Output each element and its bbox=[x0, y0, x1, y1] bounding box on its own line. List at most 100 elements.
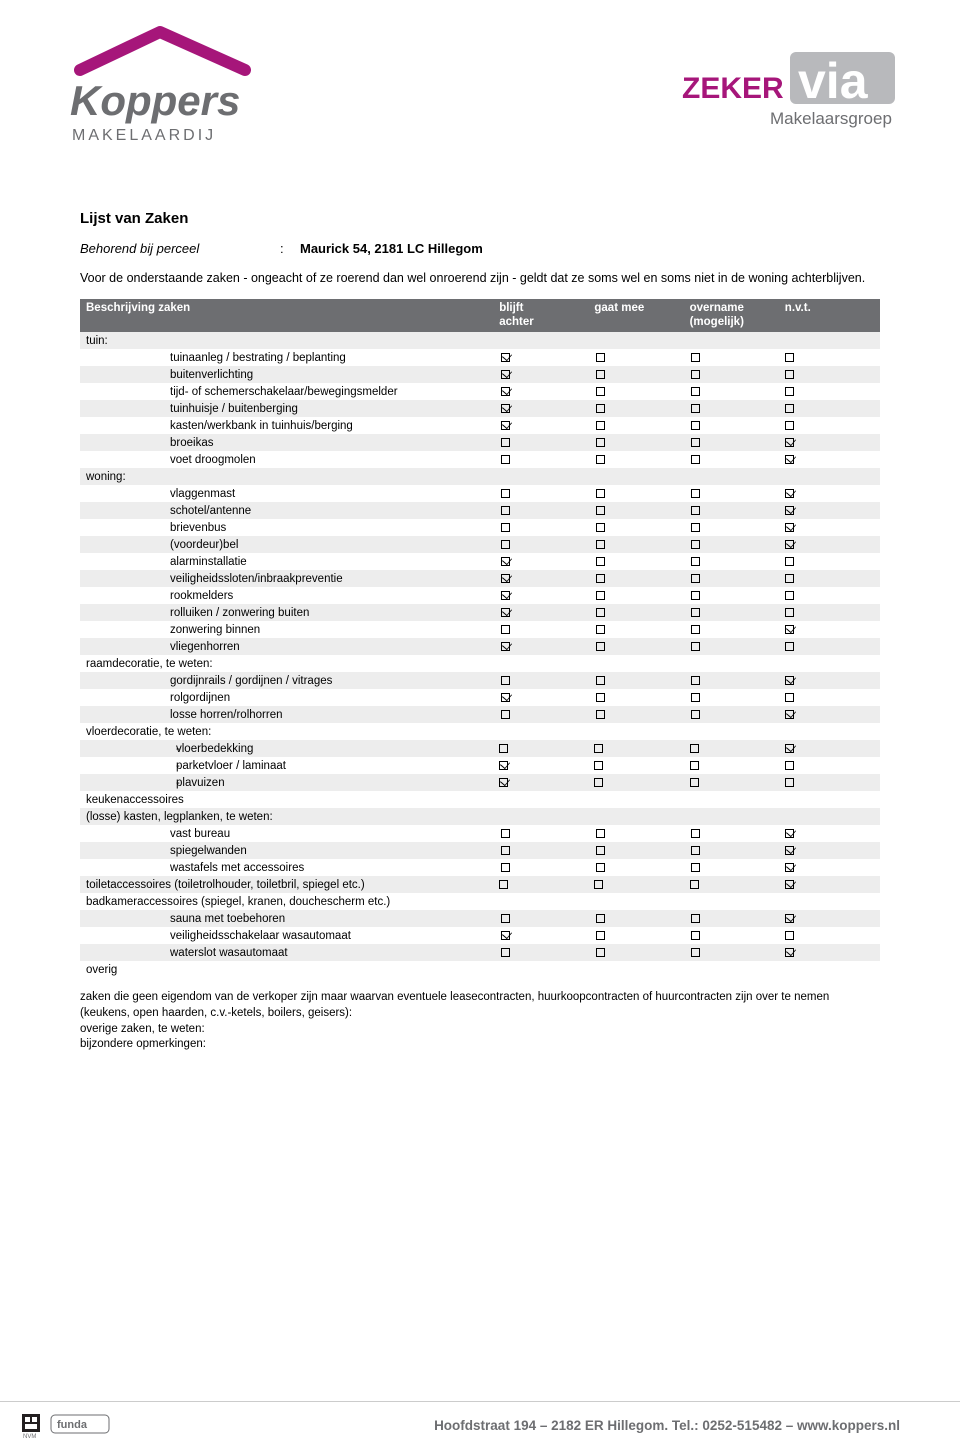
checkbox bbox=[596, 574, 605, 583]
checkbox bbox=[691, 931, 700, 940]
row-label: wastafels met accessoires bbox=[80, 862, 501, 874]
checkbox bbox=[785, 693, 794, 702]
checkbox bbox=[501, 387, 510, 396]
table-body: tuin:tuinaanleg / bestrating / beplantin… bbox=[80, 332, 880, 978]
checkbox bbox=[596, 846, 605, 855]
table-row: -vloerbedekking bbox=[80, 740, 880, 757]
table-row: alarminstallatie bbox=[80, 553, 880, 570]
table-row: vast bureau bbox=[80, 825, 880, 842]
koppers-logo: Koppers MAKELAARDIJ bbox=[60, 20, 270, 150]
row-label: woning: bbox=[80, 471, 499, 483]
row-label: badkameraccessoires (spiegel, kranen, do… bbox=[80, 896, 499, 908]
table-row: broeikas bbox=[80, 434, 880, 451]
checkbox bbox=[691, 948, 700, 957]
table-row: buitenverlichting bbox=[80, 366, 880, 383]
zeker-via-logo: via ZEKER Makelaarsgroep bbox=[670, 50, 900, 135]
checkbox bbox=[691, 438, 700, 447]
checkbox bbox=[691, 523, 700, 532]
svg-text:ZEKER: ZEKER bbox=[682, 72, 784, 105]
checkbox bbox=[501, 404, 510, 413]
checkbox bbox=[785, 880, 794, 889]
checkbox bbox=[785, 948, 794, 957]
checkbox bbox=[499, 744, 508, 753]
row-label: keukenaccessoires bbox=[80, 794, 499, 806]
checkbox bbox=[691, 455, 700, 464]
checkbox bbox=[501, 370, 510, 379]
checkbox bbox=[596, 608, 605, 617]
row-label: voet droogmolen bbox=[80, 454, 501, 466]
checkbox bbox=[596, 506, 605, 515]
table-row: toiletaccessoires (toiletrolhouder, toil… bbox=[80, 876, 880, 893]
checkbox bbox=[785, 421, 794, 430]
svg-text:NVM: NVM bbox=[23, 1434, 36, 1438]
intro-text: Voor de onderstaande zaken - ongeacht of… bbox=[80, 270, 880, 287]
checkbox bbox=[785, 608, 794, 617]
row-label: kasten/werkbank in tuinhuis/berging bbox=[80, 420, 501, 432]
checkbox bbox=[691, 608, 700, 617]
checkbox bbox=[691, 710, 700, 719]
checkbox bbox=[785, 506, 794, 515]
table-row: rookmelders bbox=[80, 587, 880, 604]
checkbox bbox=[594, 880, 603, 889]
checkbox bbox=[596, 489, 605, 498]
checkbox bbox=[501, 931, 510, 940]
table-row: badkameraccessoires (spiegel, kranen, do… bbox=[80, 893, 880, 910]
col-description: Beschrijving zaken bbox=[80, 302, 499, 330]
subtitle-row: Behorend bij perceel : Maurick 54, 2181 … bbox=[80, 241, 880, 256]
table-row: losse horren/rolhorren bbox=[80, 706, 880, 723]
svg-text:MAKELAARDIJ: MAKELAARDIJ bbox=[72, 127, 216, 144]
checkbox bbox=[596, 676, 605, 685]
checkbox bbox=[596, 557, 605, 566]
checkbox bbox=[785, 676, 794, 685]
nvm-icon: NVM bbox=[20, 1412, 42, 1438]
checkbox bbox=[596, 914, 605, 923]
checkbox bbox=[691, 642, 700, 651]
checkbox bbox=[499, 880, 508, 889]
checkbox bbox=[596, 931, 605, 940]
table-row: vloerdecoratie, te weten: bbox=[80, 723, 880, 740]
checkbox bbox=[785, 846, 794, 855]
checkbox bbox=[691, 489, 700, 498]
checkbox bbox=[691, 370, 700, 379]
checkbox bbox=[596, 540, 605, 549]
checkbox bbox=[596, 370, 605, 379]
table-row: raamdecoratie, te weten: bbox=[80, 655, 880, 672]
checkbox bbox=[691, 914, 700, 923]
items-table: Beschrijving zaken blijft achter gaat me… bbox=[80, 299, 880, 979]
footer-text: Hoofdstraat 194 – 2182 ER Hillegom. Tel.… bbox=[434, 1418, 900, 1433]
checkbox bbox=[596, 438, 605, 447]
table-row: schotel/antenne bbox=[80, 502, 880, 519]
checkbox bbox=[785, 540, 794, 549]
checkbox bbox=[691, 387, 700, 396]
checkbox bbox=[691, 404, 700, 413]
table-row: zonwering binnen bbox=[80, 621, 880, 638]
checkbox bbox=[596, 523, 605, 532]
checkbox bbox=[690, 744, 699, 753]
checkbox bbox=[596, 387, 605, 396]
checkbox bbox=[501, 591, 510, 600]
row-label: alarminstallatie bbox=[80, 556, 501, 568]
checkbox bbox=[691, 693, 700, 702]
checkbox bbox=[785, 710, 794, 719]
checkbox bbox=[596, 421, 605, 430]
checkbox bbox=[690, 778, 699, 787]
checkbox bbox=[501, 829, 510, 838]
row-label: schotel/antenne bbox=[80, 505, 501, 517]
svg-text:Koppers: Koppers bbox=[70, 77, 240, 124]
checkbox bbox=[501, 574, 510, 583]
table-row: voet droogmolen bbox=[80, 451, 880, 468]
checkbox bbox=[501, 710, 510, 719]
table-row: tuin: bbox=[80, 332, 880, 349]
checkbox bbox=[596, 455, 605, 464]
checkbox bbox=[785, 523, 794, 532]
checkbox bbox=[785, 914, 794, 923]
row-label: (voordeur)bel bbox=[80, 539, 501, 551]
row-label: brievenbus bbox=[80, 522, 501, 534]
checkbox bbox=[501, 540, 510, 549]
checkbox bbox=[691, 574, 700, 583]
row-label: -vloerbedekking bbox=[80, 743, 499, 755]
row-label: -parketvloer / laminaat bbox=[80, 760, 499, 772]
row-label: tijd- of schemerschakelaar/bewegingsmeld… bbox=[80, 386, 501, 398]
footnotes: zaken die geen eigendom van de verkoper … bbox=[80, 990, 880, 1052]
svg-text:funda: funda bbox=[57, 1419, 88, 1431]
